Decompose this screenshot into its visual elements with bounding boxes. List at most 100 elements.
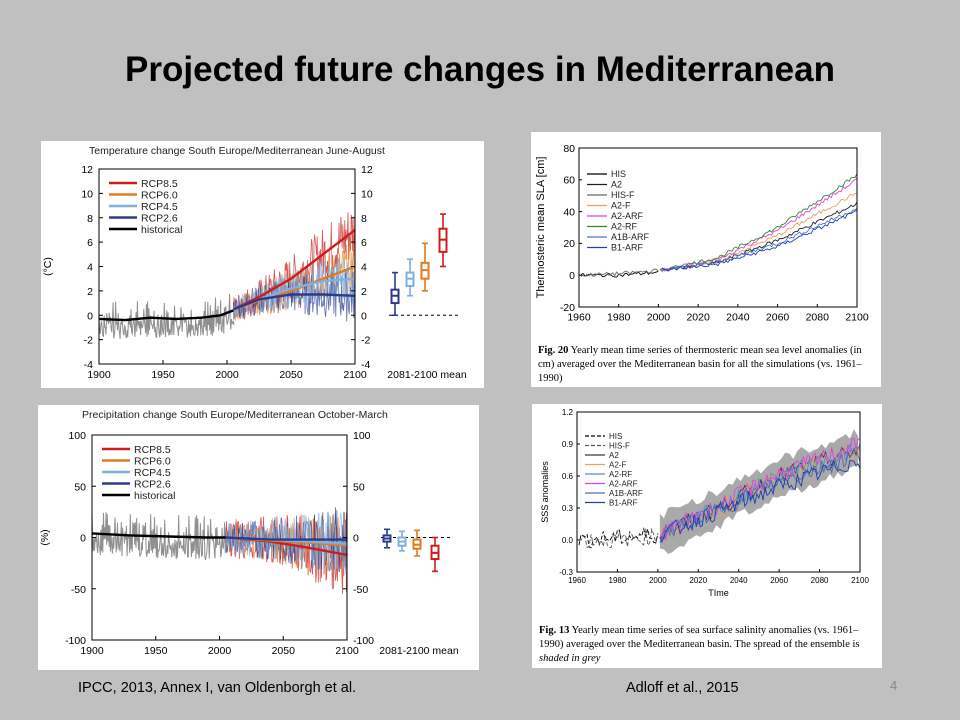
y-tick-label-right: -4 xyxy=(361,359,370,371)
x-tick-label: 2000 xyxy=(215,369,239,381)
y-tick-label: 8 xyxy=(87,213,93,225)
sla-caption-text: Yearly mean time series of thermosteric … xyxy=(538,345,862,384)
legend-label: RCP2.6 xyxy=(134,479,171,491)
legend-label: RCP4.5 xyxy=(134,467,171,479)
legend-label: RCP8.5 xyxy=(141,178,178,190)
y-tick-label-right: 0 xyxy=(361,310,367,322)
y-tick-label: -4 xyxy=(84,359,93,371)
y-tick-label: 1.2 xyxy=(562,408,574,417)
y-tick-label: 12 xyxy=(81,164,93,176)
y-tick-label-right: 10 xyxy=(361,188,373,200)
legend-label: HIS xyxy=(611,169,626,179)
sla-chart: 1960 1980 2000 2020 2040 2060 2080 2100-2002040… xyxy=(535,143,869,324)
y-tick-label: 4 xyxy=(87,262,93,274)
plot-frame xyxy=(98,168,356,365)
series-rcp85 xyxy=(232,228,356,311)
y-tick-label: 0.9 xyxy=(562,440,574,449)
page-number: 4 xyxy=(890,678,898,693)
series-historical xyxy=(98,309,234,322)
y-tick-label-right: -50 xyxy=(353,584,368,596)
sss-caption-text: Yearly mean time series of sea surface s… xyxy=(539,625,860,650)
y-tick-label: 0.3 xyxy=(562,504,574,513)
y-tick-label: 80 xyxy=(563,143,575,155)
x-tick-label: 1960 xyxy=(567,312,591,324)
x-tick-label: 2040 xyxy=(730,576,748,585)
sss-chart-panel: 1960 1980 2000 2020 2040 2060 2080 2100 -0.3 0.0 0… xyxy=(532,404,882,668)
x-tick-label: 1900 xyxy=(87,369,111,381)
series-his xyxy=(578,527,659,549)
y-tick-label-right: 100 xyxy=(353,430,371,442)
x-tick-label: 1950 xyxy=(144,645,168,657)
temperature-chart-panel: Temperature change South Europe/Mediterr… xyxy=(41,141,484,388)
y-axis-label: (%) xyxy=(39,529,51,545)
x-tick-label: 2060 xyxy=(766,312,790,324)
y-tick-label: 0.0 xyxy=(562,536,574,545)
citation-right: Adloff et al., 2015 xyxy=(626,680,739,696)
legend-label: RCP2.6 xyxy=(141,213,178,225)
series-b1-arf xyxy=(659,459,861,544)
sla-caption-fig: Fig. 20 xyxy=(538,345,569,356)
historical-spread xyxy=(91,512,227,561)
legend-label: RCP4.5 xyxy=(141,201,178,213)
legend-label: B1-ARF xyxy=(611,243,644,253)
legend-label: A2-F xyxy=(609,461,626,470)
x-tick-label: 2100 xyxy=(845,312,869,324)
series-a2-arf xyxy=(660,178,858,272)
y-tick-label: -2 xyxy=(84,335,93,347)
x-tick-label: 2000 xyxy=(208,645,232,657)
legend-label: HIS-F xyxy=(609,442,630,451)
legend-label: A1B-ARF xyxy=(611,232,650,242)
y-tick-label-right: 50 xyxy=(353,481,365,493)
x-axis-label: TIme xyxy=(708,588,729,598)
x-tick-label: 2100 xyxy=(335,645,359,657)
chart-title: Temperature change South Europe/Mediterr… xyxy=(89,145,385,157)
y-tick-label-right: 12 xyxy=(361,164,373,176)
y-tick-label-right: 2 xyxy=(361,286,367,298)
y-tick-label-right: -2 xyxy=(361,335,370,347)
y-axis-label: Thermosteric mean SLA [cm] xyxy=(535,157,547,299)
legend-label: historical xyxy=(141,224,182,236)
legend-label: A2 xyxy=(611,180,622,190)
y-tick-label-right: -100 xyxy=(353,635,374,647)
x-tick-label: 2000 xyxy=(647,312,671,324)
y-tick-label-right: 6 xyxy=(361,237,367,249)
series-his-f xyxy=(578,527,659,549)
legend-label: A2-F xyxy=(611,201,631,211)
plot-frame xyxy=(576,411,861,573)
sss-chart: 1960 1980 2000 2020 2040 2060 2080 2100 -0.3 0.0 0… xyxy=(540,408,869,598)
y-tick-label: -20 xyxy=(560,302,575,314)
series-his-f xyxy=(580,268,659,277)
y-tick-label: 100 xyxy=(68,430,86,442)
y-tick-label: 50 xyxy=(74,481,86,493)
legend-label: HIS-F xyxy=(611,190,635,200)
x-tick-label: 2020 xyxy=(689,576,707,585)
series-his xyxy=(580,270,659,278)
legend-label: HIS xyxy=(609,432,622,441)
series-a2-arf xyxy=(659,437,861,541)
legend-label: RCP6.0 xyxy=(134,456,171,468)
y-tick-label: 2 xyxy=(87,286,93,298)
series-rcp26 xyxy=(232,293,356,311)
x-tick-label: 1980 xyxy=(609,576,627,585)
series-a2-rf xyxy=(660,173,858,271)
x-tick-label: 2020 xyxy=(686,312,710,324)
series-b1-arf xyxy=(660,209,858,272)
y-tick-label: 0 xyxy=(569,270,575,282)
x-tick-label: 1950 xyxy=(151,369,175,381)
x-tick-label: 2040 xyxy=(726,312,750,324)
y-tick-label: 0 xyxy=(87,310,93,322)
sla-caption: Fig. 20 Yearly mean time series of therm… xyxy=(538,344,876,386)
x-tick-label: 2080 xyxy=(806,312,830,324)
legend-label: A2-ARF xyxy=(609,480,638,489)
legend-label: B1-ARF xyxy=(609,499,638,508)
legend-label: historical xyxy=(134,490,175,502)
boxplot-label: 2081-2100 mean xyxy=(379,645,459,657)
plot-frame xyxy=(578,147,858,308)
series-a1b-arf xyxy=(660,207,858,272)
y-axis-label: (°C) xyxy=(42,257,54,276)
sss-caption-shaded: shaded in grey xyxy=(539,653,601,664)
x-tick-label: 2100 xyxy=(343,369,367,381)
legend-label: A2-RF xyxy=(611,222,638,232)
y-tick-label: 40 xyxy=(563,206,575,218)
y-tick-label-right: 4 xyxy=(361,262,367,274)
